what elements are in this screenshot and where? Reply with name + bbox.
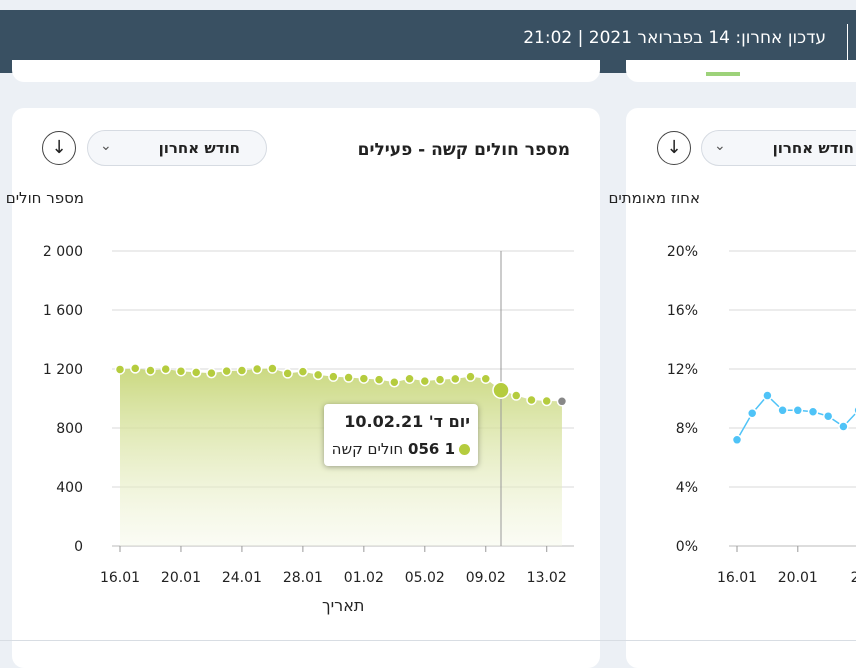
data-point: [251, 363, 263, 375]
y-axis-label-2: אחוז מאומתים: [608, 189, 700, 207]
x-tick-label: 05.02: [405, 570, 445, 586]
y-tick-label: 16%: [667, 303, 698, 319]
y-tick-label: 8%: [676, 421, 698, 437]
tooltip-date: יום ד' 10.02.21: [344, 412, 470, 431]
x-tick-label: 24: [851, 570, 856, 586]
y-tick-label: 12%: [667, 362, 698, 378]
data-point: [434, 374, 446, 385]
last-update-text: עדכון אחרון: 14 בפברואר 2021 | 21:02: [523, 28, 826, 48]
data-point: [297, 366, 309, 377]
data-point: [267, 363, 278, 374]
data-point: [419, 375, 431, 387]
data-point: [175, 365, 187, 377]
upper-card-bottom-left: [12, 60, 600, 82]
data-point: [465, 371, 476, 382]
download-button[interactable]: ↓: [42, 131, 76, 165]
x-tick-label: 09.02: [466, 570, 506, 586]
data-point: [328, 371, 339, 382]
range-select-value: חודש אחרון: [158, 139, 240, 157]
data-point: [731, 434, 743, 446]
y-axis-label: מספר חולים: [5, 189, 84, 207]
data-point: [282, 368, 293, 379]
arrow-down-icon: ↓: [51, 137, 67, 158]
tooltip-series-label: חולים קשה: [331, 440, 404, 458]
data-point: [792, 405, 804, 416]
data-point: [343, 372, 354, 383]
data-point: [221, 365, 232, 377]
data-point: [114, 364, 126, 375]
x-tick-label: 13.02: [527, 570, 567, 586]
data-point: [822, 410, 834, 422]
data-point: [526, 394, 537, 406]
range-select-2[interactable]: חודש אחרון ⌄: [701, 130, 856, 166]
data-point: [807, 406, 819, 418]
x-tick-label: 20.01: [161, 570, 201, 586]
upper-card-indicator: [706, 72, 740, 76]
y-tick-label: 400: [56, 480, 83, 496]
data-point: [236, 365, 248, 376]
arrow-down-icon: ↓: [666, 137, 682, 158]
series-color-dot: [459, 444, 470, 455]
y-tick-label: 2 000: [43, 244, 83, 260]
download-button-2[interactable]: ↓: [657, 131, 691, 165]
chart-title: מספר חולים קשה - פעילים: [357, 140, 570, 160]
y-tick-label: 0: [74, 539, 83, 555]
data-point: [556, 396, 568, 407]
data-point: [777, 405, 788, 416]
tooltip-value: 1 056: [408, 440, 455, 458]
data-point: [129, 363, 141, 374]
y-tick-label: 20%: [667, 244, 698, 260]
data-point: [145, 365, 156, 376]
header-divider: [847, 24, 848, 60]
data-point: [358, 373, 370, 384]
data-point: [541, 395, 552, 407]
data-point: [206, 367, 217, 379]
y-tick-label: 1 200: [43, 362, 83, 378]
range-select-2-value: חודש אחרון: [772, 139, 854, 157]
data-point: [838, 421, 849, 432]
data-point: [480, 373, 492, 384]
positive-rate-card: [626, 108, 856, 668]
x-tick-label: 28.01: [283, 570, 323, 586]
x-tick-label: 16.01: [100, 570, 140, 586]
data-point: [510, 390, 522, 401]
y-tick-label: 4%: [676, 480, 698, 496]
y-tick-label: 0%: [676, 539, 698, 555]
data-point: [190, 367, 202, 378]
data-point: [404, 373, 415, 384]
range-select[interactable]: חודש אחרון ⌄: [87, 130, 267, 166]
upper-card-bottom-right: [626, 60, 856, 82]
chevron-down-icon: ⌄: [714, 138, 726, 154]
y-tick-label: 1 600: [43, 303, 83, 319]
data-point: [312, 369, 324, 381]
chart-tooltip: יום ד' 10.02.21 1 056 חולים קשה: [324, 404, 478, 466]
x-tick-label: 16.01: [717, 570, 757, 586]
y-tick-label: 800: [56, 421, 83, 437]
data-point: [492, 381, 510, 399]
data-point: [160, 363, 171, 375]
data-point: [373, 374, 385, 385]
data-point: [389, 377, 400, 388]
charts-svg: 2 000 1 600 1 200 800 400 0 16.01 20.01 24.01 28.…: [43, 244, 856, 586]
data-point: [762, 390, 773, 401]
data-point: [746, 408, 758, 419]
x-tick-label: 01.02: [344, 570, 384, 586]
x-tick-label: 24.01: [222, 570, 262, 586]
bottom-divider: [0, 640, 856, 641]
data-point: [450, 373, 461, 385]
tooltip-value-row: 1 056 חולים קשה: [332, 440, 470, 458]
chevron-down-icon: ⌄: [100, 138, 112, 154]
x-tick-label: 20.01: [778, 570, 818, 586]
x-axis-label: תאריך: [322, 596, 365, 615]
